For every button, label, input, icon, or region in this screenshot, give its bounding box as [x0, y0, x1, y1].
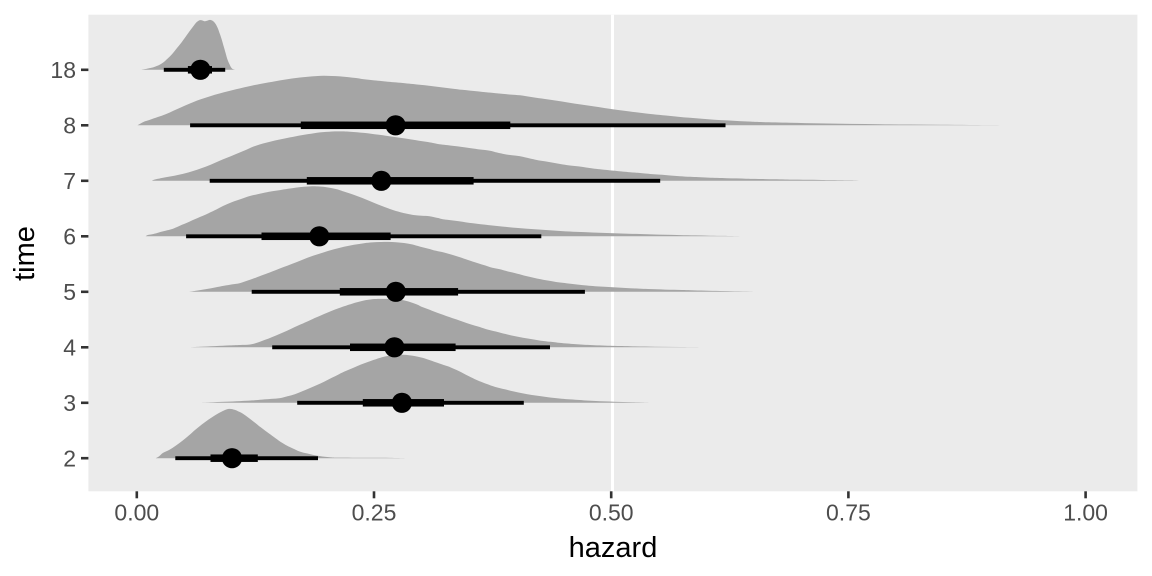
- svg-text:18: 18: [50, 57, 76, 83]
- svg-text:1.00: 1.00: [1063, 500, 1108, 526]
- svg-text:2: 2: [63, 445, 76, 471]
- svg-text:hazard: hazard: [569, 532, 658, 564]
- svg-text:0.25: 0.25: [352, 500, 397, 526]
- svg-text:3: 3: [63, 390, 76, 416]
- svg-text:5: 5: [63, 279, 76, 305]
- svg-text:8: 8: [63, 113, 76, 139]
- svg-text:7: 7: [63, 168, 76, 194]
- svg-text:0.75: 0.75: [826, 500, 871, 526]
- svg-text:0.00: 0.00: [114, 500, 159, 526]
- svg-text:6: 6: [63, 224, 76, 250]
- svg-text:0.50: 0.50: [589, 500, 634, 526]
- svg-text:time: time: [9, 226, 41, 281]
- svg-text:4: 4: [63, 335, 76, 361]
